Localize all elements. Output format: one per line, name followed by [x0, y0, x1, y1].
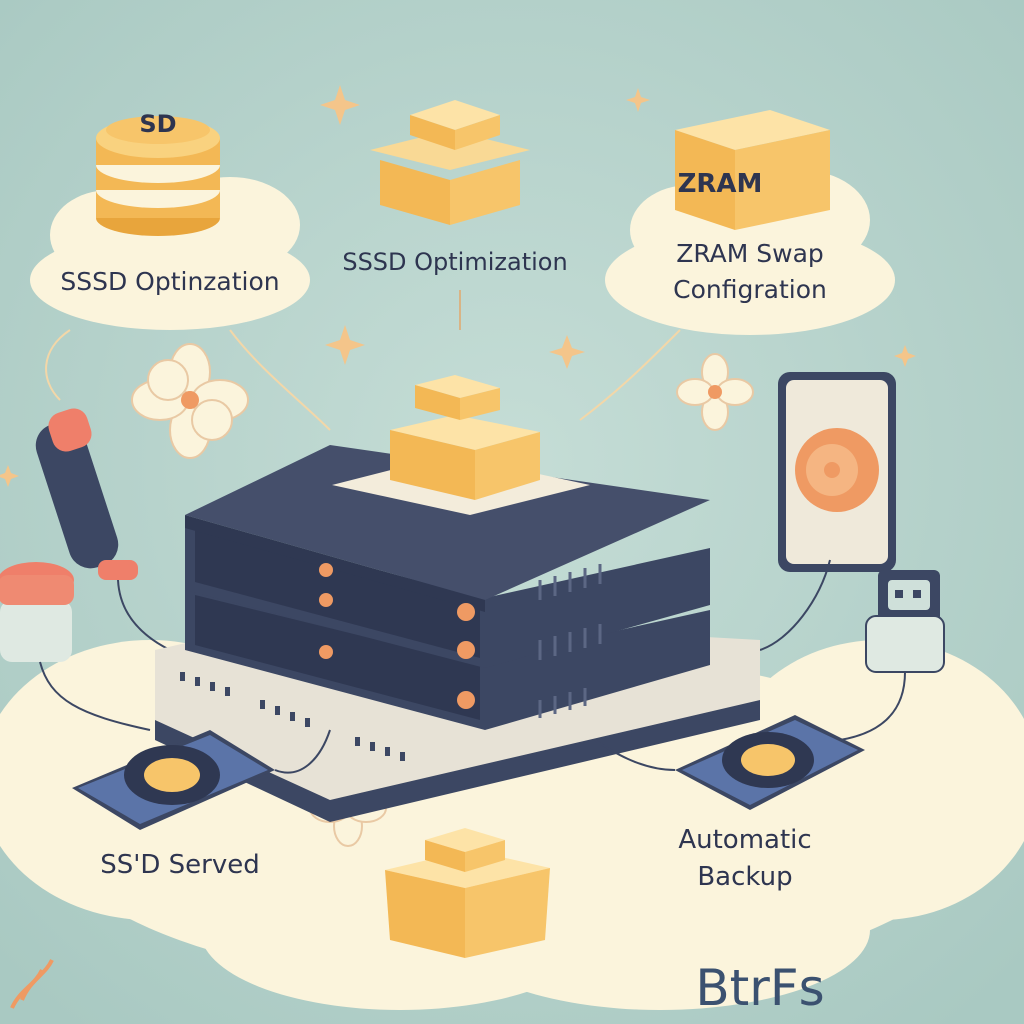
label-top-left: SSSD Optinzation — [60, 267, 279, 296]
label-zram-line1: ZRAM Swap — [676, 239, 824, 268]
zram-badge-label: ZRAM — [678, 169, 763, 199]
fan-card-icon-right — [594, 715, 865, 810]
box-icon-top — [370, 100, 530, 225]
hard-drive-icon — [759, 372, 896, 651]
flower-icon-right — [676, 353, 754, 431]
label-backup-line1: Automatic — [678, 825, 811, 855]
sd-disk-stack-icon — [96, 116, 220, 236]
box-icon-on-server — [332, 375, 590, 515]
sd-badge-label: SD — [139, 110, 176, 138]
flower-icon-left — [131, 343, 249, 459]
label-backup-line2: Backup — [697, 862, 792, 892]
accent-squiggle — [10, 959, 54, 1009]
zram-box-icon — [675, 110, 830, 230]
label-top-center: SSSD Optimization — [342, 248, 567, 276]
box-icon-bottom — [385, 828, 550, 958]
usb-plug-icon — [839, 570, 945, 741]
usb-stick-icon — [35, 408, 171, 651]
connector-lines — [45, 329, 681, 431]
jar-icon — [0, 562, 151, 731]
label-zram-line2: Configration — [673, 275, 827, 304]
fan-card-icon-left — [72, 729, 331, 830]
label-bottom-left: SS'D Served — [100, 850, 260, 880]
sparkle-icons — [0, 85, 916, 487]
watermark-text: BtrFs — [695, 959, 824, 1017]
